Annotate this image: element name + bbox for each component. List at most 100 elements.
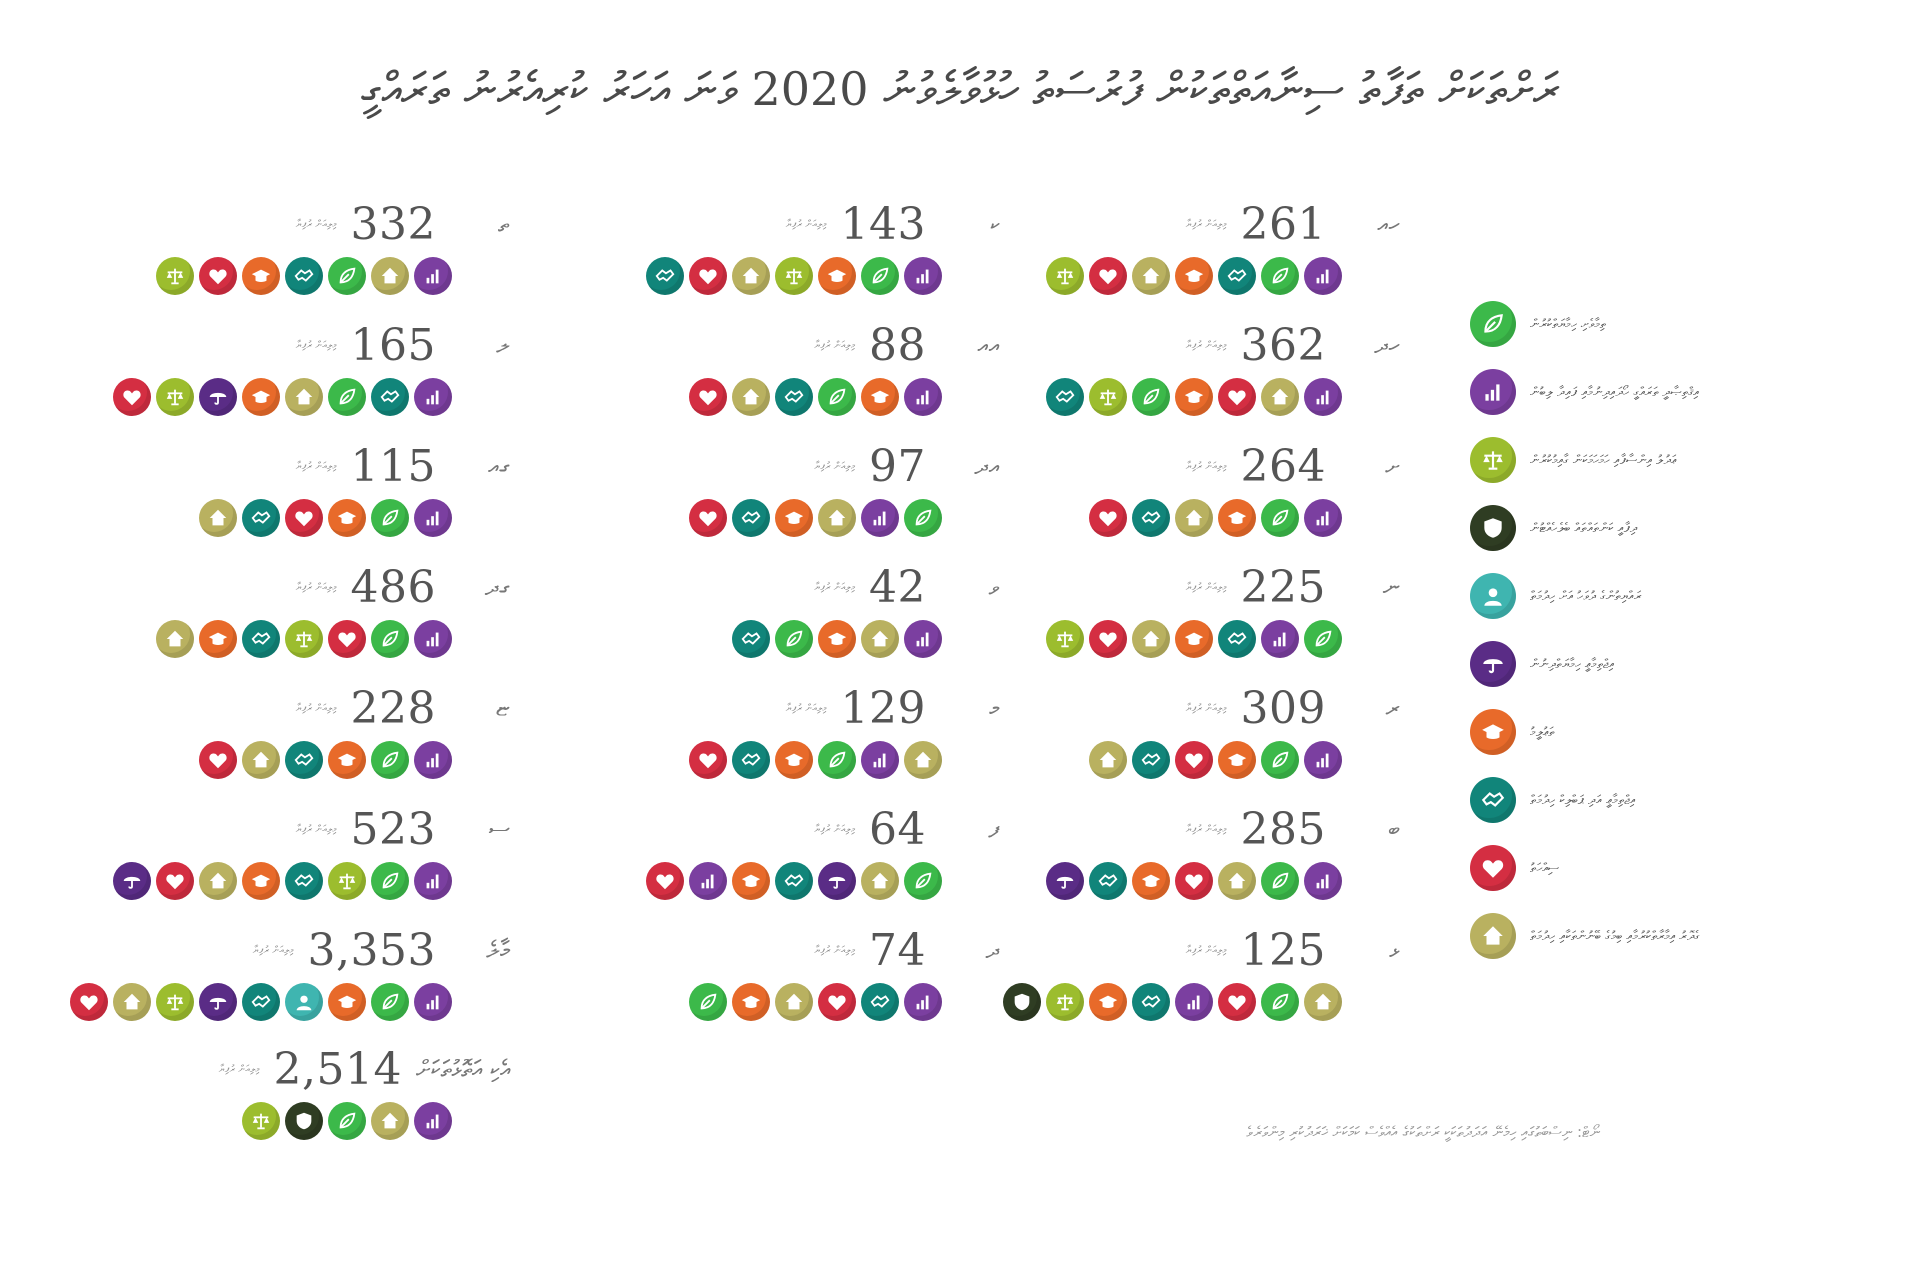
environment-icon [328, 257, 366, 295]
education-icon [242, 257, 280, 295]
environment-icon [1304, 620, 1342, 658]
labour-icon [775, 862, 813, 900]
sector-icon-row [110, 499, 510, 537]
atoll-name: އއ [977, 331, 1000, 359]
health-icon [1089, 257, 1127, 295]
labour-icon [732, 499, 770, 537]
environment-icon [1132, 378, 1170, 416]
atoll-name: ވ [988, 573, 1000, 601]
justice-icon [242, 1102, 280, 1140]
education-icon [242, 862, 280, 900]
labour-icon [242, 499, 280, 537]
housing-icon [371, 1102, 409, 1140]
housing-icon [242, 741, 280, 779]
labour-icon [285, 257, 323, 295]
atoll-name: ލ [496, 331, 510, 359]
econ-icon [414, 983, 452, 1021]
environment-icon [328, 1102, 366, 1140]
atoll-entry: މިލިއަން ރުފިޔާ 64 ފ [600, 800, 1000, 921]
housing-icon [1132, 257, 1170, 295]
econ-icon [1304, 378, 1342, 416]
justice-icon [1089, 378, 1127, 416]
legend-item: ދިފާއީ ކަންތައްތައް ބެލެހެއްޓުން [1470, 494, 1770, 562]
atoll-value: 3,353 [307, 924, 436, 976]
labour-icon [1218, 620, 1256, 658]
environment-icon [371, 741, 409, 779]
unit-label: މިލިއަން ރުފިޔާ [295, 581, 337, 593]
social-icon [285, 983, 323, 1021]
housing-icon [285, 378, 323, 416]
justice-icon [1046, 620, 1084, 658]
education-icon [1175, 257, 1213, 295]
unit-label: މިލިއަން ރުފިޔާ [1185, 339, 1227, 351]
sector-icon-row [600, 499, 1000, 537]
sector-icon-row [1000, 741, 1400, 779]
econ-icon [414, 378, 452, 416]
health-icon [156, 862, 194, 900]
sector-icon-row [1000, 378, 1400, 416]
housing-icon [732, 378, 770, 416]
atoll-value: 228 [350, 682, 436, 734]
protect-icon [199, 983, 237, 1021]
sector-icon-row [600, 983, 1000, 1021]
labour-icon [371, 378, 409, 416]
security-icon [1003, 983, 1041, 1021]
unit-label: މިލިއަން ރުފިޔާ [814, 823, 855, 835]
atoll-entry: މިލިއަން ރުފިޔާ 42 ވ [600, 558, 1000, 679]
atoll-name: ޅ [1389, 936, 1400, 964]
legend-item: އިޤްތިޞާދީ ތަރައްގީ ހޯދައިދިނުމާއި ފައިދ… [1470, 358, 1770, 426]
legend-label: ތަޢުލީމު [1530, 724, 1555, 740]
sector-icon-row [600, 862, 1000, 900]
legend-label: ރައްޔިތުންގެ ދުވަހު އަށް ހިދުމަތް [1530, 588, 1642, 604]
econ-icon [414, 741, 452, 779]
unit-label: މިލިއަން ރުފިޔާ [814, 581, 855, 593]
atoll-entry: މިލިއަން ރުފިޔާ 261 ހއ [1000, 195, 1400, 316]
legend-item: ތަޢުލީމު [1470, 698, 1770, 766]
unit-label: މިލިއަން ރުފިޔާ [814, 460, 855, 472]
atoll-value: 285 [1240, 803, 1326, 855]
education-icon [1218, 499, 1256, 537]
labour-icon [1218, 257, 1256, 295]
health-icon [199, 257, 237, 295]
legend-label: ގެދޮރު އިމާރާތްކުރުމާއި ބިމުގެ ބޭނުންތަކ… [1530, 928, 1700, 944]
security-icon [285, 1102, 323, 1140]
econ-icon [414, 499, 452, 537]
atoll-value: 88 [869, 319, 926, 371]
atoll-name: ގދ [484, 573, 510, 601]
sector-icon-row [110, 741, 510, 779]
health-icon [689, 499, 727, 537]
atoll-entry: މިލިއަން ރުފިޔާ 228 ޏ [110, 679, 510, 800]
sector-icon-row [110, 620, 510, 658]
protect-icon [113, 862, 151, 900]
housing-icon [1470, 913, 1516, 959]
labour-icon [1132, 499, 1170, 537]
sector-icon-row [1000, 257, 1400, 295]
unit-label: މިލިއަން ރުފިޔާ [1185, 823, 1227, 835]
education-icon [328, 983, 366, 1021]
econ-icon [861, 499, 899, 537]
atoll-entry: މިލިއަން ރުފިޔާ 362 ހދ [1000, 316, 1400, 437]
housing-icon [1261, 378, 1299, 416]
justice-icon [285, 620, 323, 658]
labour-icon [1132, 741, 1170, 779]
atoll-name: ތ [498, 210, 510, 238]
atoll-name: ސ [488, 815, 510, 843]
environment-icon [904, 499, 942, 537]
atoll-entry: މިލިއަން ރުފިޔާ 309 ރ [1000, 679, 1400, 800]
legend-label: އިޖްތިމާޢީ ހިމާޔަތްދިނުން [1530, 656, 1614, 672]
housing-icon [113, 983, 151, 1021]
atoll-entry: މިލިއަން ރުފިޔާ 332 ތ [110, 195, 510, 316]
legend-label: އިޖްތިމާޢީ އަދި ޕަބްލިކް ހިދުމަތް [1530, 792, 1636, 808]
sector-icon-row [110, 257, 510, 295]
atoll-entry: މިލިއަން ރުފިޔާ 143 ކ [600, 195, 1000, 316]
social-icon [1470, 573, 1516, 619]
health-icon [646, 862, 684, 900]
housing-icon [904, 741, 942, 779]
atoll-entry: މިލިއަން ރުފިޔާ 88 އއ [600, 316, 1000, 437]
unit-label: މިލިއަން ރުފިޔާ [295, 460, 337, 472]
atoll-value: 143 [840, 198, 926, 250]
labour-icon [646, 257, 684, 295]
econ-icon [861, 741, 899, 779]
legend-item: ގެދޮރު އިމާރާތްކުރުމާއި ބިމުގެ ބޭނުންތަކ… [1470, 902, 1770, 970]
atoll-value: 125 [1240, 924, 1326, 976]
